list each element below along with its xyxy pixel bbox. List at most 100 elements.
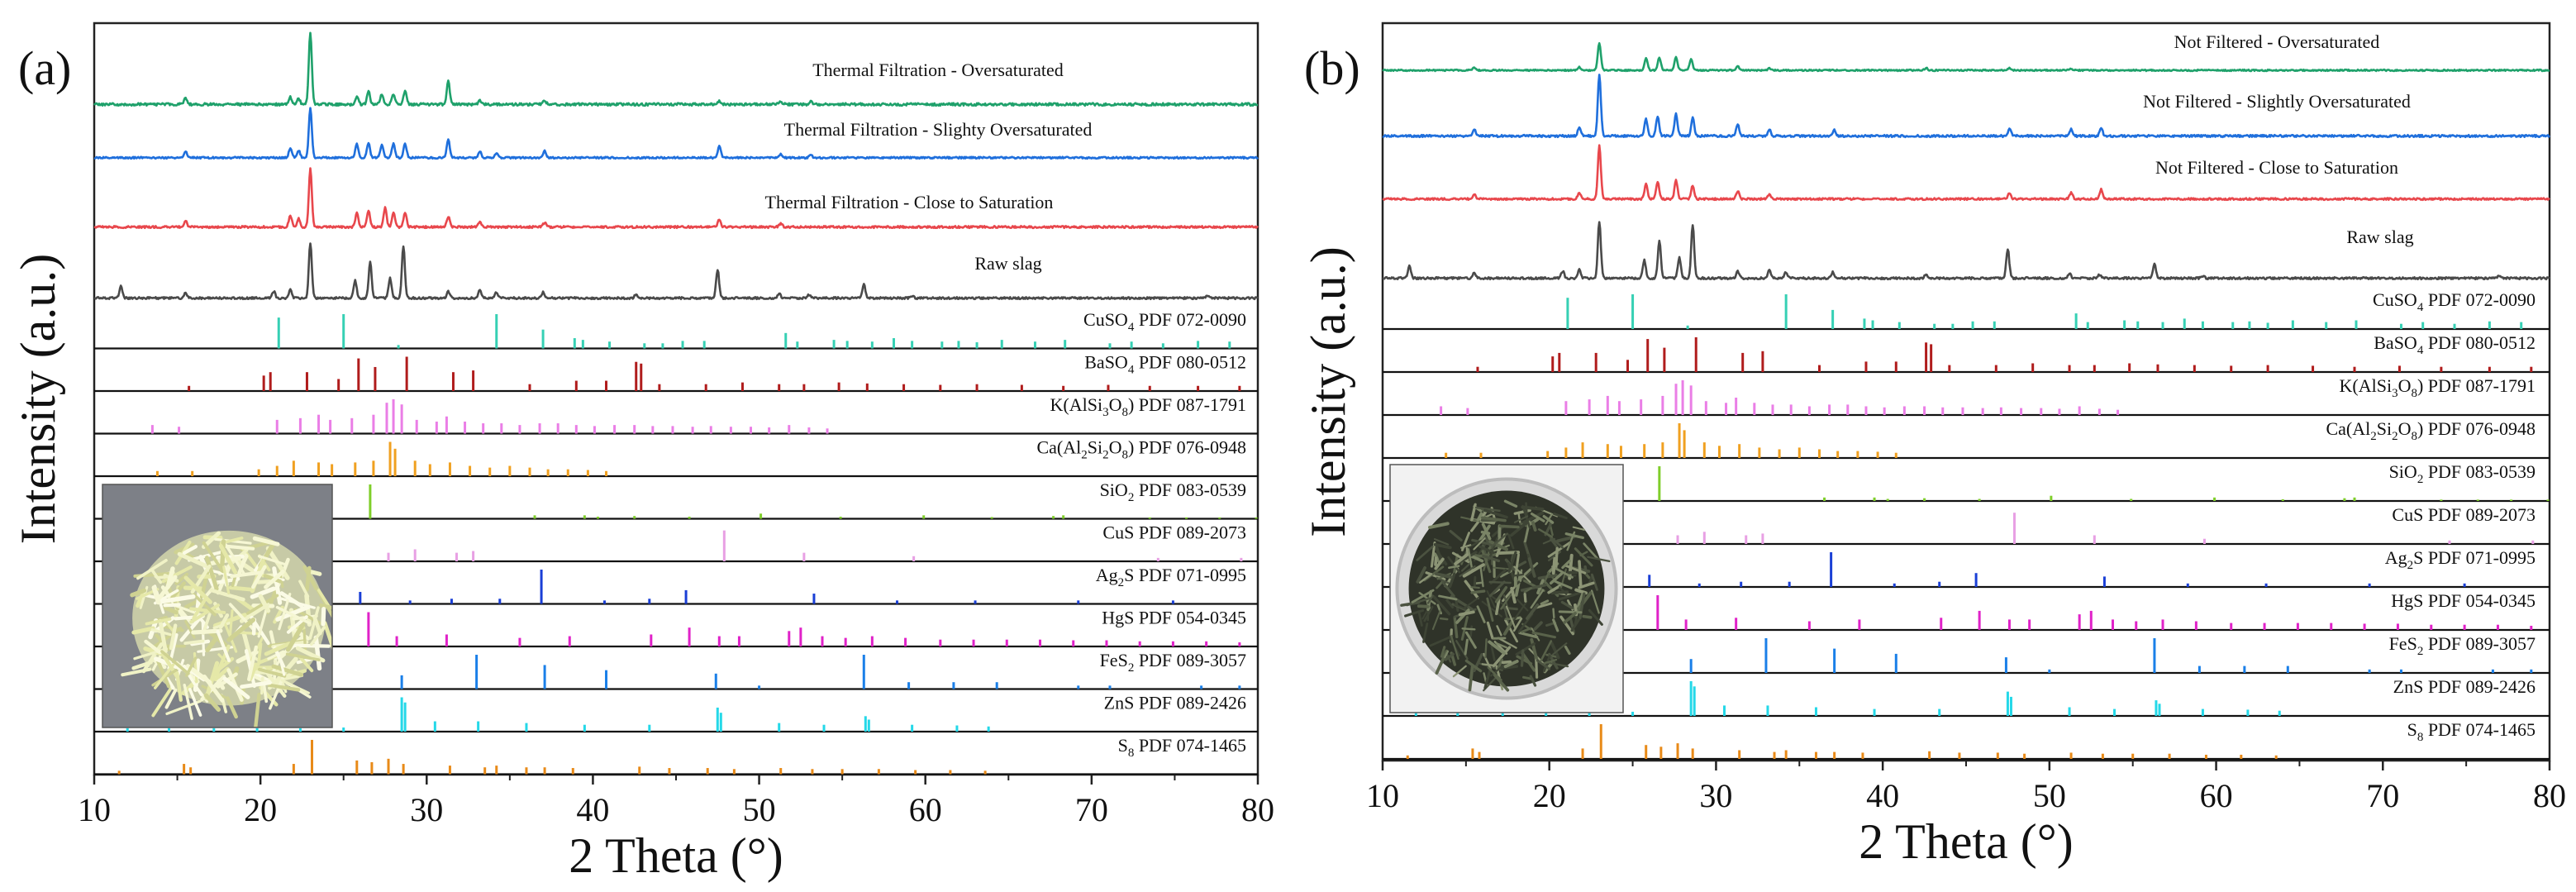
reference-label: BaSO4 PDF 080-0512 <box>1084 352 1246 377</box>
pattern-label: Thermal Filtration - Oversaturated <box>812 60 1064 80</box>
label-text: O <box>1109 437 1122 458</box>
label-subscript: 2 <box>2392 430 2398 443</box>
reference-label: CuSO4 PDF 072-0090 <box>2373 289 2536 314</box>
reference-label: CuS PDF 089-2073 <box>1102 522 1246 543</box>
label-text: FeS <box>2389 633 2417 654</box>
label-text: S PDF 071-0995 <box>2413 547 2536 568</box>
photo-border <box>1389 464 1624 713</box>
xrd-pattern-line <box>93 31 1259 107</box>
label-text: PDF 089-2073 <box>2423 504 2536 525</box>
reference-label: K(AlSi3O8) PDF 087-1791 <box>1050 394 1246 419</box>
label-text: CuS <box>1102 522 1134 543</box>
reference-label: Ca(Al2Si2O8) PDF 076-0948 <box>2326 418 2536 443</box>
label-subscript: 8 <box>2417 731 2424 744</box>
label-text: ) PDF 087-1791 <box>2417 375 2536 396</box>
label-text: S PDF 071-0995 <box>1124 565 1246 585</box>
x-tick-label: 60 <box>909 791 942 828</box>
label-subscript: 4 <box>2417 344 2424 357</box>
xrd-pattern-line <box>93 107 1259 160</box>
reference-label: ZnS PDF 089-2426 <box>1104 693 1246 713</box>
label-text: PDF 089-2073 <box>1134 522 1246 543</box>
pattern-label: Raw slag <box>974 253 1041 274</box>
label-text: PDF 083-0539 <box>2423 461 2536 482</box>
pattern-label: Not Filtered - Close to Saturation <box>2155 157 2398 178</box>
reference-label: HgS PDF 054-0345 <box>2391 590 2536 611</box>
sample-photo-inset <box>1389 464 1624 713</box>
label-text: Si <box>2377 418 2392 439</box>
label-text: O <box>1109 394 1122 415</box>
panel-letter: (b) <box>1304 41 1360 95</box>
label-text: PDF 089-2426 <box>1134 693 1246 713</box>
reference-label: SiO2 PDF 083-0539 <box>1100 479 1246 504</box>
xrd-pattern-line <box>1382 144 2550 202</box>
reference-label: SiO2 PDF 083-0539 <box>2389 461 2536 486</box>
label-text: PDF 089-3057 <box>2423 633 2536 654</box>
pattern-label: Thermal Filtration - Slighty Oversaturat… <box>784 119 1093 140</box>
label-text: K(AlSi <box>2340 375 2393 396</box>
label-subscript: 8 <box>2411 387 2417 400</box>
label-text: FeS <box>1100 650 1128 670</box>
label-text: Si <box>1088 437 1102 458</box>
label-subscript: 2 <box>2417 645 2424 658</box>
x-axis-title: 2 Theta (°) <box>569 828 783 883</box>
label-subscript: 4 <box>1128 321 1135 334</box>
label-subscript: 4 <box>1128 364 1135 377</box>
label-subscript: 2 <box>1118 576 1125 589</box>
reference-label: FeS2 PDF 089-3057 <box>2389 633 2536 658</box>
pattern-label: Not Filtered - Oversaturated <box>2174 31 2380 52</box>
label-text: PDF 072-0090 <box>2423 289 2536 310</box>
label-text: PDF 054-0345 <box>1134 608 1246 628</box>
label-text: PDF 089-3057 <box>1134 650 1246 670</box>
xrd-pattern-line <box>1382 41 2550 73</box>
x-tick-label: 70 <box>2366 777 2399 814</box>
label-text: K(AlSi <box>1050 394 1103 415</box>
label-text: CuSO <box>1083 309 1128 330</box>
xrd-pattern-line <box>93 242 1259 301</box>
label-subscript: 3 <box>2392 387 2398 400</box>
label-text: BaSO <box>1084 352 1128 373</box>
x-axis-title: 2 Theta (°) <box>1859 814 2073 869</box>
panel-b: (b) Intensity (a.u.) 10 20 30 40 50 60 70 80 2 The… <box>1301 21 2566 869</box>
label-text: O <box>2398 375 2412 396</box>
label-subscript: 2 <box>1081 449 1088 462</box>
label-text: ZnS <box>2393 676 2424 697</box>
x-tick-label: 50 <box>743 791 776 828</box>
label-text: CuSO <box>2373 289 2417 310</box>
label-text: ) PDF 076-0948 <box>1128 437 1246 458</box>
y-axis-title: Intensity (a.u.) <box>1301 246 1355 537</box>
x-tick-label: 80 <box>1241 791 1274 828</box>
label-text: Ag <box>1096 565 1118 585</box>
photo-border <box>102 484 333 728</box>
label-text: ) PDF 087-1791 <box>1128 394 1246 415</box>
label-text: ) PDF 076-0948 <box>2417 418 2536 439</box>
reference-label: Ag2S PDF 071-0995 <box>1096 565 1246 589</box>
reference-label: FeS2 PDF 089-3057 <box>1100 650 1246 675</box>
reference-label: CuS PDF 089-2073 <box>2392 504 2536 525</box>
label-text: S <box>1118 735 1128 756</box>
label-text: PDF 074-1465 <box>1134 735 1246 756</box>
label-subscript: 8 <box>1121 406 1128 419</box>
pattern-label: Not Filtered - Slightly Oversaturated <box>2143 91 2411 112</box>
x-tick-label: 50 <box>2033 777 2066 814</box>
label-text: Ag <box>2385 547 2407 568</box>
label-text: PDF 054-0345 <box>2423 590 2536 611</box>
label-subscript: 2 <box>1102 449 1109 462</box>
label-text: S <box>2407 719 2417 740</box>
label-text: PDF 072-0090 <box>1134 309 1246 330</box>
label-subscript: 2 <box>2417 473 2424 486</box>
y-axis-title: Intensity (a.u.) <box>11 254 65 545</box>
reference-label: Ca(Al2Si2O8) PDF 076-0948 <box>1036 437 1246 462</box>
reference-label: K(AlSi3O8) PDF 087-1791 <box>2340 375 2536 400</box>
label-subscript: 2 <box>1128 491 1135 504</box>
reference-label: CuSO4 PDF 072-0090 <box>1083 309 1246 334</box>
reference-label: Ag2S PDF 071-0995 <box>2385 547 2536 572</box>
label-text: BaSO <box>2374 332 2417 353</box>
reference-label: S8 PDF 074-1465 <box>1118 735 1246 760</box>
label-text: PDF 083-0539 <box>1134 479 1246 500</box>
label-text: PDF 080-0512 <box>1134 352 1246 373</box>
label-text: O <box>2398 418 2412 439</box>
pattern-label: Thermal Filtration - Close to Saturation <box>765 192 1054 212</box>
label-text: ZnS <box>1104 693 1135 713</box>
x-tick-label: 30 <box>410 791 443 828</box>
